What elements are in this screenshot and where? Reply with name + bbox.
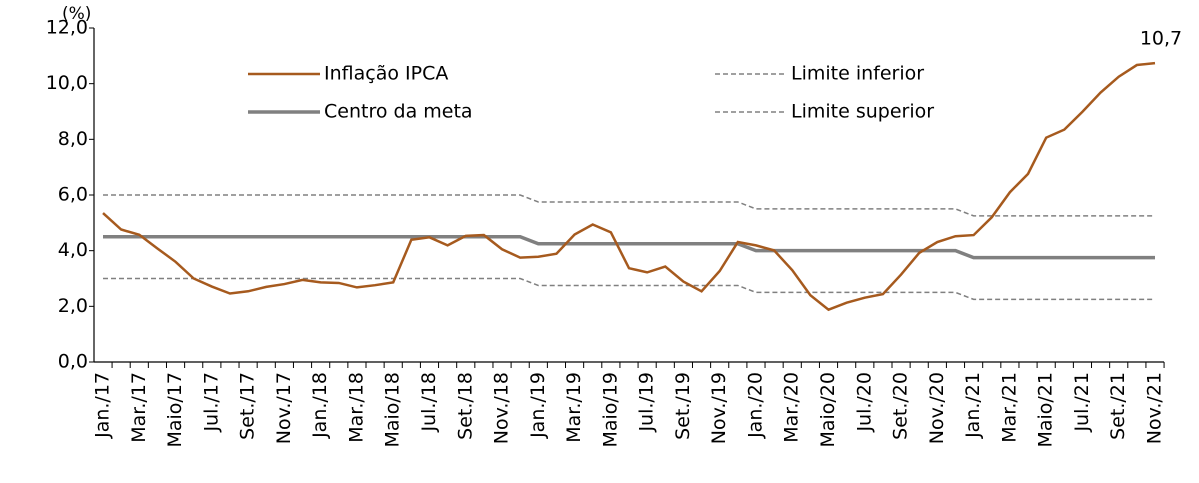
x-tick-label: Jul./20: [853, 372, 875, 433]
x-tick-label: Set./19: [672, 372, 694, 440]
x-tick-label: Mar./17: [128, 372, 150, 443]
x-tick-label: Set./17: [237, 372, 259, 440]
series-line: [103, 277, 1155, 301]
x-tick-label: Nov./21: [1144, 372, 1166, 444]
x-tick-label: Maio/17: [164, 372, 186, 448]
y-tick-label: 2,0: [58, 295, 88, 317]
x-tick-label: Jul./18: [418, 372, 440, 433]
x-tick-label: Set./18: [454, 372, 476, 440]
series-line: [103, 194, 1155, 217]
x-tick-label: Mar./19: [563, 372, 585, 443]
x-tick-label: Nov./20: [926, 372, 948, 444]
x-tick-label: Mar./21: [998, 372, 1020, 443]
x-tick-label: Nov./19: [708, 372, 730, 444]
x-tick-label: Mar./18: [345, 372, 367, 443]
x-tick-label: Mar./20: [781, 372, 803, 443]
series-line: [103, 235, 1155, 260]
x-tick-label: Set./20: [890, 372, 912, 440]
x-tick-label: Nov./17: [273, 372, 295, 444]
y-axis-unit: (%): [62, 4, 91, 24]
series-line: [102, 61, 1156, 312]
legend-label: Inflação IPCA: [324, 63, 448, 85]
x-tick-label: Jan./17: [92, 372, 114, 439]
x-tick-label: Set./21: [1107, 372, 1129, 440]
y-tick-label: 8,0: [58, 128, 88, 150]
y-tick-label: 10,0: [46, 72, 88, 94]
y-tick-label: 12,0: [46, 17, 88, 39]
x-tick-label: Jan./19: [527, 372, 549, 439]
y-tick-label: 4,0: [58, 239, 88, 261]
x-tick-label: Jul./19: [636, 372, 658, 433]
x-tick-label: Maio/21: [1035, 372, 1057, 448]
y-tick-label: 0,0: [58, 351, 88, 373]
x-tick-label: Jan./18: [309, 372, 331, 439]
x-tick-label: Jan./20: [744, 372, 766, 439]
legend-label: Centro da meta: [324, 101, 473, 123]
data-label: 10,7: [1140, 28, 1182, 50]
x-tick-label: Maio/20: [817, 372, 839, 448]
x-tick-label: Maio/18: [382, 372, 404, 448]
x-tick-label: Jul./21: [1071, 372, 1093, 433]
legend-label: Limite inferior: [791, 63, 924, 85]
legend-label: Limite superior: [791, 101, 934, 123]
y-tick-label: 6,0: [58, 184, 88, 206]
x-tick-label: Nov./18: [491, 372, 513, 444]
x-tick-label: Jan./21: [962, 372, 984, 439]
x-tick-label: Jul./17: [200, 372, 222, 433]
x-tick-label: Maio/19: [599, 372, 621, 448]
